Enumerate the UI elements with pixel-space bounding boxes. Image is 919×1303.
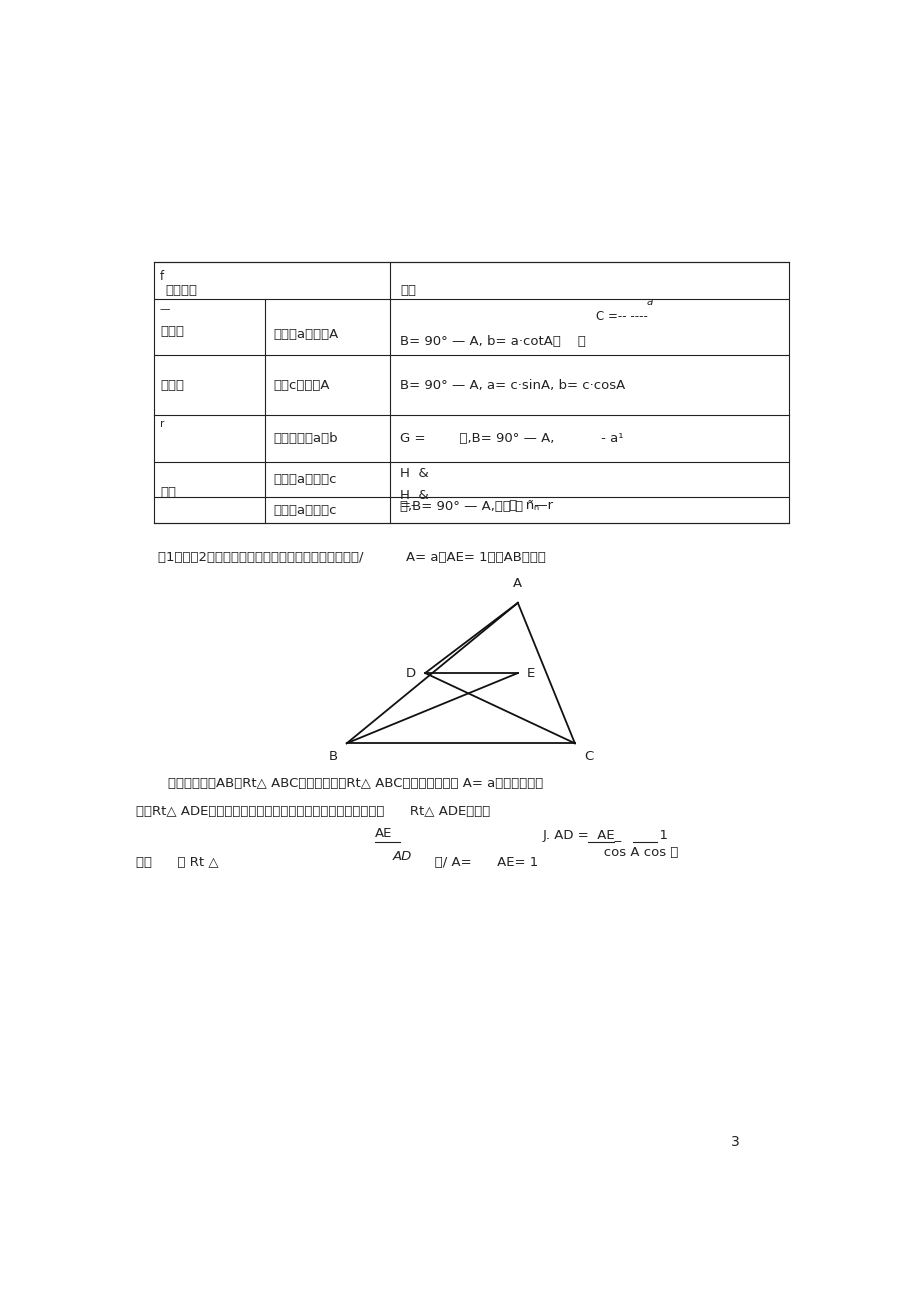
Text: cos A cos 逻: cos A cos 逻	[557, 846, 677, 859]
Text: B: B	[328, 749, 337, 762]
Text: H  &: H &	[400, 490, 428, 503]
Text: 解法: 解法	[400, 284, 415, 297]
Text: C =-- ----: C =-- ----	[596, 310, 648, 323]
Text: 而在Rt△ ADE中，已知一直角边及一锐角是可解的，所以就从解      Rt△ ADE入手。: 而在Rt△ ADE中，已知一直角边及一锐角是可解的，所以就从解 Rt△ ADE入…	[136, 805, 490, 818]
Text: 且/ A=      AE= 1: 且/ A= AE= 1	[421, 856, 538, 869]
Text: a: a	[645, 297, 652, 306]
Text: 3: 3	[730, 1135, 739, 1149]
Text: 例1、如图2，若图中所有的三角形都是直角三角形，且/          A= a，AE= 1，求AB的长。: 例1、如图2，若图中所有的三角形都是直角三角形，且/ A= a，AE= 1，求A…	[158, 551, 545, 564]
Text: 已知条件: 已知条件	[165, 284, 197, 297]
Text: D: D	[405, 667, 415, 680]
Text: 分析一：所求AB是Rt△ ABC的斜边，但在Rt△ ABC中只知一个锐角 A= a，暂不可解。: 分析一：所求AB是Rt△ ABC的斜边，但在Rt△ ABC中只知一个锐角 A= …	[168, 777, 543, 790]
Text: =-                      人  n—r: =- 人 n—r	[400, 499, 552, 512]
Text: —: —	[160, 304, 170, 314]
Text: 两条直角边a和b: 两条直角边a和b	[273, 433, 337, 446]
Text: 直角边a和斜边c: 直角边a和斜边c	[273, 473, 336, 486]
Text: J. AD =  AE_         1: J. AD = AE_ 1	[542, 829, 668, 842]
Text: 一边及: 一边及	[160, 326, 184, 339]
Text: 解法      在 Rt △: 解法 在 Rt △	[136, 856, 219, 869]
Text: 弋,B= 90° — A,占弓 义 ˜ₙ: 弋,B= 90° — A,占弓 义 ˜ₙ	[400, 499, 539, 512]
Text: AE: AE	[375, 827, 392, 840]
Text: B= 90° — A, b= a·cotA，    如: B= 90° — A, b= a·cotA， 如	[400, 335, 585, 348]
Text: 斜边c及锐角A: 斜边c及锐角A	[273, 379, 329, 392]
Text: A: A	[513, 577, 522, 590]
Text: 直角边a和斜边c: 直角边a和斜边c	[273, 503, 336, 516]
Text: 一锐角: 一锐角	[160, 379, 184, 392]
Text: r: r	[160, 420, 165, 429]
Text: G =        沪,B= 90° — A,           - a¹: G = 沪,B= 90° — A, - a¹	[400, 433, 623, 446]
Text: C: C	[584, 749, 593, 762]
Text: 两边: 两边	[160, 486, 176, 499]
Text: E: E	[527, 667, 535, 680]
Text: f: f	[160, 270, 164, 283]
Text: H  &: H &	[400, 468, 428, 481]
Text: 直角边a及锐角A: 直角边a及锐角A	[273, 328, 338, 341]
Text: B= 90° — A, a= c·sinA, b= c·cosA: B= 90° — A, a= c·sinA, b= c·cosA	[400, 379, 625, 392]
Text: AD: AD	[392, 850, 412, 863]
